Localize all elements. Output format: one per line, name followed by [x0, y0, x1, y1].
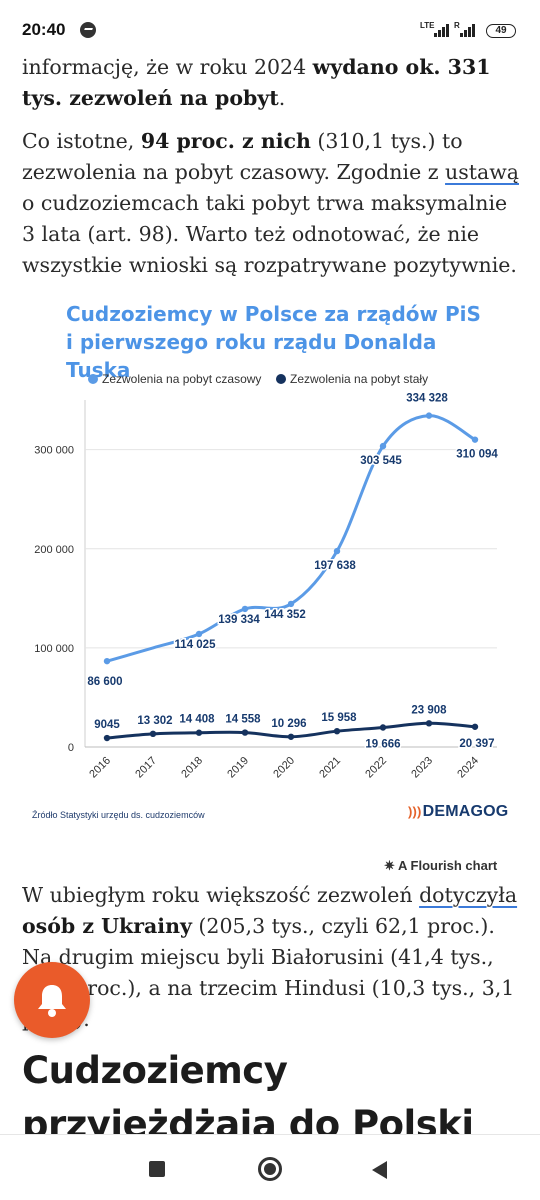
- data-point: [379, 724, 387, 731]
- y-tick-label: 300 000: [34, 445, 74, 457]
- flourish-credit[interactable]: ✷ A Flourish chart: [384, 858, 498, 873]
- status-bar: 20:40 LTE R 49: [0, 0, 540, 60]
- data-label: 13 302: [137, 715, 172, 727]
- data-point: [379, 442, 387, 450]
- data-label: 114 025: [175, 639, 217, 651]
- back-button[interactable]: [372, 1161, 387, 1179]
- notification-bell-button[interactable]: [14, 962, 90, 1038]
- data-label: 20 397: [459, 738, 494, 750]
- data-point: [333, 727, 341, 735]
- article-paragraph-1: informację, że w roku 2024 wydano ok. 33…: [22, 55, 491, 110]
- x-tick-label: 2021: [317, 755, 343, 781]
- data-point: [195, 729, 203, 736]
- data-label: 15 958: [321, 712, 357, 724]
- data-point: [425, 720, 433, 727]
- data-label: 144 352: [264, 609, 306, 621]
- y-tick-label: 0: [68, 742, 74, 754]
- link-ustawa[interactable]: ustawą: [445, 160, 519, 184]
- data-label: 86 600: [87, 676, 122, 688]
- data-label: 23 908: [411, 704, 447, 716]
- y-tick-label: 200 000: [34, 544, 74, 556]
- roaming-indicator: R: [454, 21, 460, 30]
- demagog-logo: )))DEMAGOG: [408, 803, 509, 820]
- data-point: [241, 729, 249, 736]
- x-tick-label: 2019: [225, 755, 251, 781]
- battery-icon: 49: [486, 24, 516, 38]
- data-label: 334 328: [406, 393, 448, 405]
- data-point: [287, 733, 295, 740]
- y-tick-label: 100 000: [34, 643, 74, 655]
- data-label: 139 334: [218, 614, 260, 626]
- x-tick-label: 2018: [179, 755, 205, 781]
- legend-swatch: [88, 374, 98, 384]
- recent-apps-button[interactable]: [149, 1161, 165, 1177]
- lte-indicator: LTE: [420, 21, 435, 30]
- chart-source: Źródło Statystyki urzędu ds. cudzoziemcó…: [32, 810, 205, 820]
- messenger-icon: [80, 22, 96, 38]
- data-point: [287, 600, 295, 608]
- data-point: [195, 630, 203, 638]
- bell-icon: [38, 985, 66, 1017]
- line-chart: 0 100 000 200 000 300 000 2016 2017 2018 2019 20…: [34, 391, 500, 781]
- data-label: 14 408: [179, 714, 215, 726]
- android-nav-bar: [0, 1134, 540, 1200]
- x-tick-label: 2017: [133, 755, 159, 781]
- signal-icon: [434, 22, 449, 37]
- data-label: 10 296: [271, 718, 306, 730]
- legend-label: Zezwolenia na pobyt czasowy: [102, 372, 262, 386]
- data-point: [149, 730, 157, 738]
- article-paragraph-3: W ubiegłym roku większość zezwoleń dotyc…: [22, 883, 518, 1031]
- data-point: [103, 657, 111, 665]
- x-tick-label: 2020: [271, 755, 297, 781]
- data-point: [333, 547, 341, 555]
- data-label: 9045: [94, 719, 120, 731]
- link-dotyczyla[interactable]: dotyczyła: [419, 883, 518, 907]
- article-paragraph-2: Co istotne, 94 proc. z nich (310,1 tys.)…: [22, 129, 519, 277]
- data-point: [241, 605, 249, 613]
- data-label: 310 094: [456, 449, 498, 461]
- x-tick-label: 2024: [455, 755, 481, 781]
- data-label: 197 638: [314, 560, 356, 572]
- data-label: 19 666: [365, 739, 400, 751]
- data-label: 303 545: [360, 455, 402, 467]
- data-point: [471, 723, 479, 730]
- data-point: [103, 734, 111, 742]
- signal-icon-2: [460, 22, 475, 37]
- x-tick-label: 2022: [363, 755, 389, 781]
- data-label: 14 558: [225, 714, 261, 726]
- legend-swatch: [276, 374, 286, 384]
- data-point: [471, 436, 479, 443]
- legend-label: Zezwolenia na pobyt stały: [290, 372, 429, 386]
- series-line-temporary: [106, 414, 476, 663]
- home-button[interactable]: [258, 1157, 282, 1181]
- legend-item-temporary: Zezwolenia na pobyt czasowy: [88, 372, 261, 386]
- data-point: [425, 412, 433, 419]
- x-tick-label: 2023: [409, 755, 435, 781]
- x-tick-label: 2016: [87, 755, 113, 781]
- chart-title: Cudzoziemcy w Polsce za rządów PiS i pie…: [66, 302, 481, 382]
- legend-item-permanent: Zezwolenia na pobyt stały: [276, 372, 428, 386]
- status-time: 20:40: [22, 20, 66, 39]
